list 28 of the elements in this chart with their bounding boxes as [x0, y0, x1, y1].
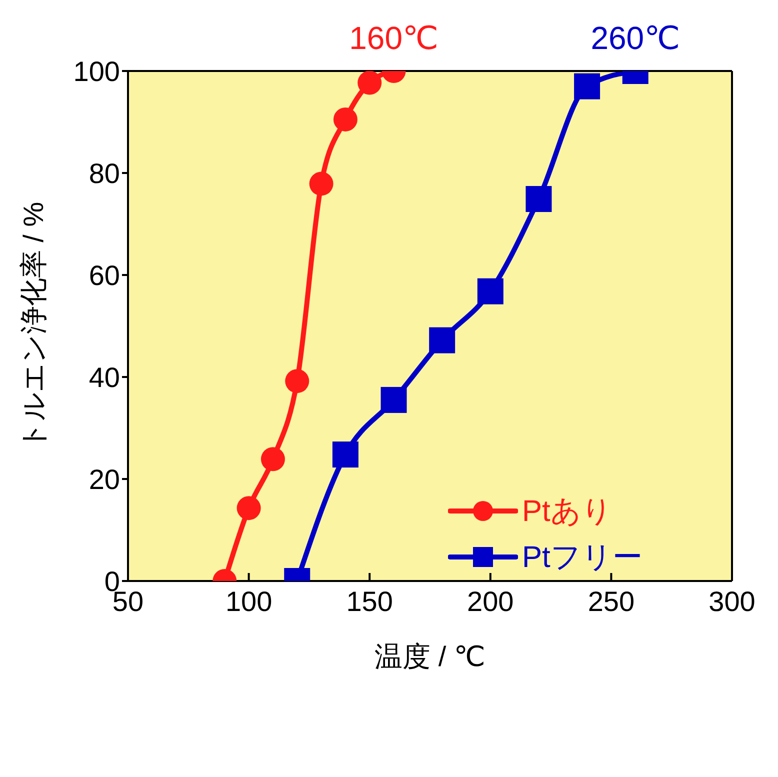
y-tick-label: 80	[88, 158, 120, 189]
point	[380, 386, 407, 413]
annotation: 160℃	[349, 20, 438, 56]
x-tick-label: 300	[708, 586, 756, 617]
point	[260, 447, 285, 472]
x-tick-label: 150	[346, 586, 393, 617]
point	[574, 73, 600, 100]
point	[358, 71, 382, 95]
point	[236, 496, 261, 520]
x-tick-label: 200	[467, 586, 514, 617]
point	[332, 442, 358, 468]
y-tick-label: 60	[88, 260, 120, 291]
legend-label: Ptあり	[522, 494, 612, 530]
point	[285, 369, 310, 394]
y-tick-label: 40	[88, 362, 120, 393]
point	[526, 186, 552, 212]
point	[333, 107, 358, 132]
x-tick-label: 100	[225, 586, 272, 617]
point	[477, 278, 504, 304]
annotation: 260℃	[590, 20, 680, 56]
legend-label: Ptフリー	[522, 540, 642, 576]
x-axis-title: 温度 / ℃	[374, 641, 486, 672]
y-tick-label: 20	[88, 464, 120, 495]
y-tick-label: 100	[73, 56, 120, 87]
point	[429, 327, 456, 354]
point	[309, 172, 334, 196]
y-axis-title: トルエン浄化率 / %	[18, 202, 49, 450]
x-tick-label: 250	[588, 586, 635, 617]
